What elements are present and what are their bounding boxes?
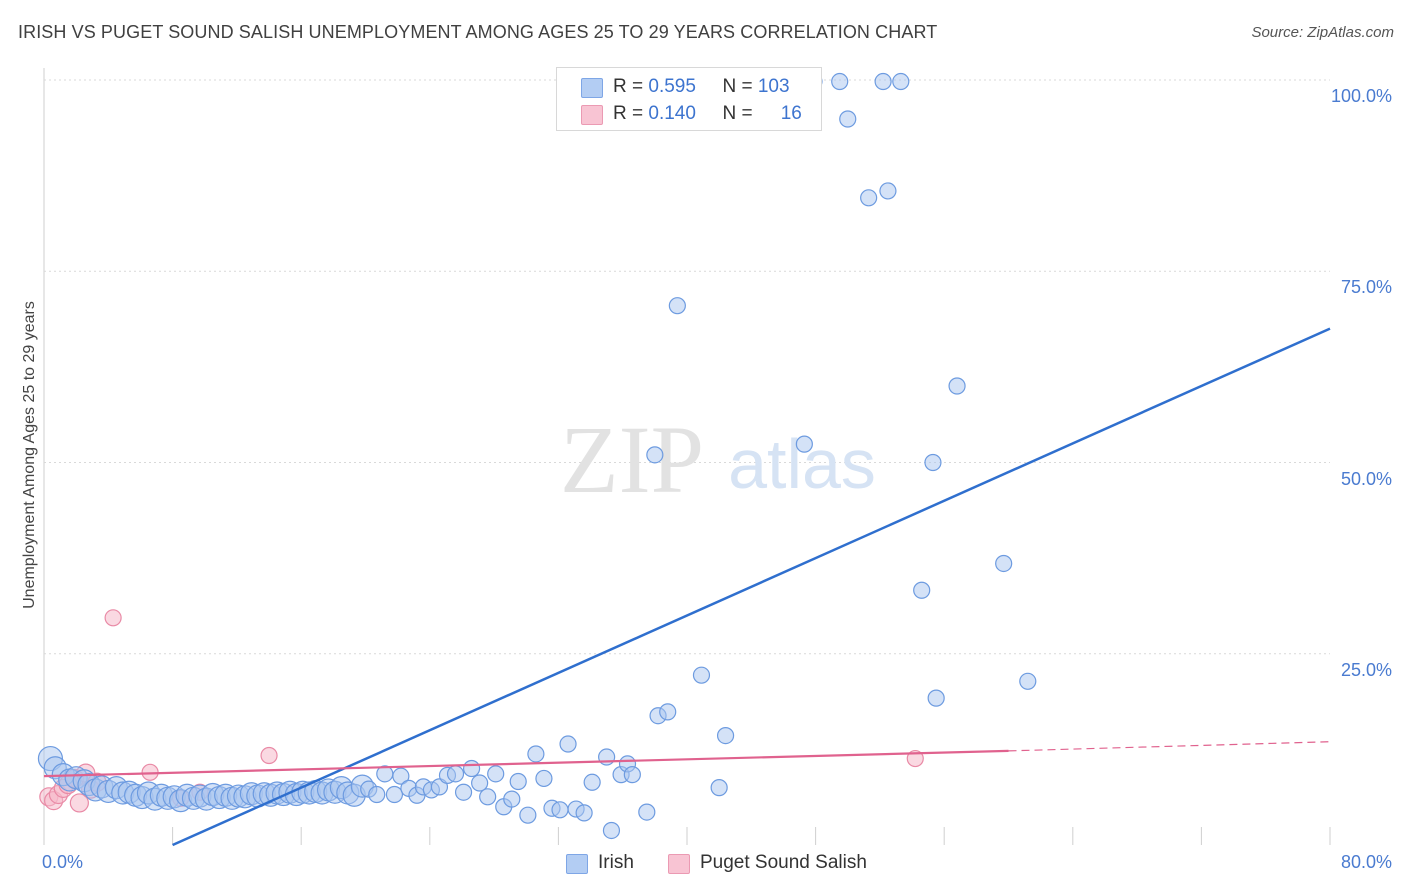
irish-n-label: N = [722, 76, 758, 97]
irish-point [948, 377, 966, 395]
irish-point [559, 735, 577, 753]
bottom-irish-swatch [566, 854, 588, 874]
salish-r-value: 0.140 [648, 103, 696, 124]
irish-point [471, 774, 489, 792]
salish-point [69, 793, 89, 813]
irish-point [454, 783, 473, 801]
irish-point [892, 72, 910, 91]
correlation-legend: R = 0.595 N = 103 R = 0.140 N = 16 [556, 67, 822, 131]
x-tick-max: 80.0% [1340, 852, 1392, 872]
salish-trendline-extension [1008, 741, 1331, 752]
bottom-salish-label: Puget Sound Salish [700, 852, 867, 873]
watermark-zip: ZIP [560, 406, 704, 513]
irish-point [487, 765, 505, 783]
irish-point [646, 446, 664, 464]
irish-point [575, 804, 593, 822]
irish-point [551, 801, 569, 819]
bottom-irish-label: Irish [598, 852, 634, 873]
irish-point [602, 821, 621, 840]
watermark: ZIP atlas [560, 406, 876, 513]
irish-point [659, 703, 677, 721]
irish-trendline [172, 327, 1331, 847]
irish-point [519, 806, 537, 824]
salish-point [260, 746, 278, 765]
y-tick-label: 100.0% [1330, 86, 1392, 106]
salish-swatch [581, 105, 603, 125]
chart-source: Source: ZipAtlas.com [1251, 24, 1394, 41]
irish-point [710, 779, 728, 797]
irish-point [692, 666, 711, 684]
irish-point [924, 453, 942, 472]
irish-point [831, 72, 849, 91]
y-tick-label: 75.0% [1340, 277, 1392, 298]
salish-trendline [43, 749, 1009, 778]
irish-point [509, 772, 527, 791]
bottom-salish-swatch [668, 854, 690, 874]
salish-r-label: R = [613, 103, 649, 124]
irish-point [927, 689, 945, 707]
irish-point [535, 769, 553, 788]
salish-n-value: 16 [780, 103, 802, 124]
irish-point [446, 765, 465, 783]
irish-swatch [581, 78, 603, 98]
salish-n-label: N = [722, 103, 758, 124]
irish-point [995, 554, 1013, 573]
irish-n-value: 103 [757, 76, 790, 97]
irish-point [392, 767, 410, 785]
irish-point [583, 773, 601, 791]
irish-point [385, 785, 404, 804]
grid-lines [43, 68, 1331, 845]
salish-point [104, 609, 122, 627]
irish-r-value: 0.595 [648, 76, 696, 97]
irish-point [874, 72, 892, 91]
irish-point [638, 803, 656, 821]
irish-point [462, 759, 481, 778]
irish-point [860, 189, 878, 207]
x-tick-min: 0.0% [42, 852, 84, 872]
irish-point [368, 785, 386, 804]
irish-point [716, 727, 735, 745]
trendlines [43, 327, 1331, 847]
y-tick-label: 25.0% [1340, 659, 1392, 680]
irish-point [879, 182, 897, 200]
irish-point [479, 788, 497, 806]
irish-point [913, 581, 931, 599]
y-tick-label: 50.0% [1340, 468, 1392, 489]
irish-r-label: R = [613, 76, 649, 97]
irish-points [37, 72, 1037, 840]
irish-point [839, 110, 857, 128]
irish-point [527, 745, 545, 763]
irish-point [1019, 672, 1037, 690]
irish-point [503, 790, 521, 808]
irish-point [795, 435, 813, 453]
chart-title: IRISH VS PUGET SOUND SALISH UNEMPLOYMENT… [18, 22, 938, 42]
salish-point [906, 749, 924, 768]
irish-point [623, 766, 641, 784]
irish-point [668, 297, 686, 315]
